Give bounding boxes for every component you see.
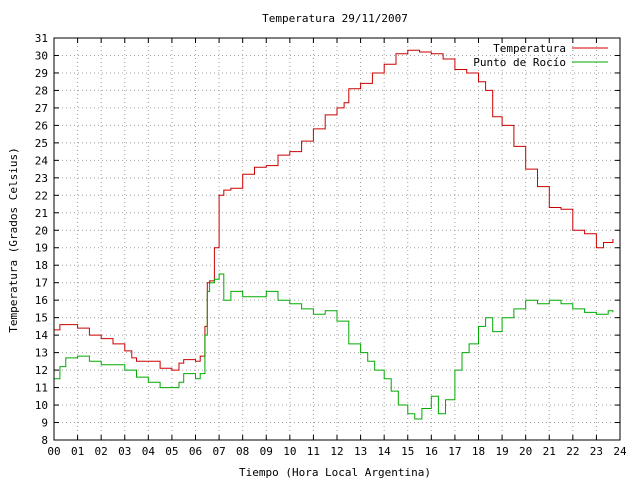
y-tick-label: 15 bbox=[35, 312, 48, 325]
x-tick-label: 05 bbox=[165, 445, 178, 458]
y-tick-label: 12 bbox=[35, 364, 48, 377]
x-tick-label: 11 bbox=[307, 445, 320, 458]
y-tick-label: 22 bbox=[35, 189, 48, 202]
y-tick-label: 21 bbox=[35, 207, 48, 220]
y-tick-label: 24 bbox=[35, 154, 49, 167]
legend-label: Punto de Rocío bbox=[473, 56, 566, 69]
x-tick-label: 07 bbox=[212, 445, 225, 458]
y-tick-label: 9 bbox=[41, 417, 48, 430]
y-tick-label: 18 bbox=[35, 259, 48, 272]
x-tick-label: 12 bbox=[330, 445, 343, 458]
axis-ticks: 00 01 02 03 04 05 06 07 08 09 10 11 12 13 14 15 16 17 18 19… bbox=[35, 32, 627, 458]
x-tick-label: 10 bbox=[283, 445, 296, 458]
x-tick-label: 16 bbox=[425, 445, 438, 458]
y-tick-label: 26 bbox=[35, 119, 48, 132]
y-tick-label: 28 bbox=[35, 84, 48, 97]
y-tick-label: 19 bbox=[35, 242, 48, 255]
x-axis-label: Tiempo (Hora Local Argentina) bbox=[239, 466, 431, 479]
x-tick-label: 08 bbox=[236, 445, 249, 458]
y-tick-label: 20 bbox=[35, 224, 48, 237]
x-tick-label: 21 bbox=[543, 445, 556, 458]
y-tick-label: 13 bbox=[35, 347, 48, 360]
y-tick-label: 27 bbox=[35, 102, 48, 115]
y-tick-label: 25 bbox=[35, 137, 48, 150]
x-tick-label: 01 bbox=[71, 445, 84, 458]
x-tick-label: 17 bbox=[448, 445, 461, 458]
y-axis-label: Temperatura (Grados Celsius) bbox=[7, 147, 20, 332]
y-tick-label: 11 bbox=[35, 382, 48, 395]
x-tick-label: 02 bbox=[95, 445, 108, 458]
x-tick-label: 06 bbox=[189, 445, 202, 458]
x-tick-label: 09 bbox=[260, 445, 273, 458]
x-tick-label: 23 bbox=[590, 445, 603, 458]
x-tick-label: 18 bbox=[472, 445, 485, 458]
x-tick-label: 19 bbox=[495, 445, 508, 458]
y-tick-label: 29 bbox=[35, 67, 48, 80]
x-tick-label: 03 bbox=[118, 445, 131, 458]
x-tick-label: 20 bbox=[519, 445, 532, 458]
series-line-punto-de-rocio bbox=[54, 273, 614, 420]
y-tick-label: 14 bbox=[35, 329, 49, 342]
y-tick-label: 17 bbox=[35, 277, 48, 290]
y-tick-label: 8 bbox=[41, 434, 48, 447]
series-line-temperatura bbox=[54, 49, 614, 371]
legend-label: Temperatura bbox=[493, 42, 566, 55]
y-tick-label: 23 bbox=[35, 172, 48, 185]
x-tick-label: 13 bbox=[354, 445, 367, 458]
y-tick-label: 30 bbox=[35, 49, 48, 62]
y-tick-label: 16 bbox=[35, 294, 48, 307]
y-tick-label: 10 bbox=[35, 399, 48, 412]
x-tick-label: 15 bbox=[401, 445, 414, 458]
chart-title: Temperatura 29/11/2007 bbox=[262, 12, 408, 25]
x-tick-label: 04 bbox=[142, 445, 156, 458]
x-tick-label: 14 bbox=[378, 445, 392, 458]
y-tick-label: 31 bbox=[35, 32, 48, 45]
series-layer bbox=[54, 49, 614, 420]
x-tick-label: 00 bbox=[47, 445, 60, 458]
x-tick-label: 24 bbox=[613, 445, 627, 458]
x-tick-label: 22 bbox=[566, 445, 579, 458]
